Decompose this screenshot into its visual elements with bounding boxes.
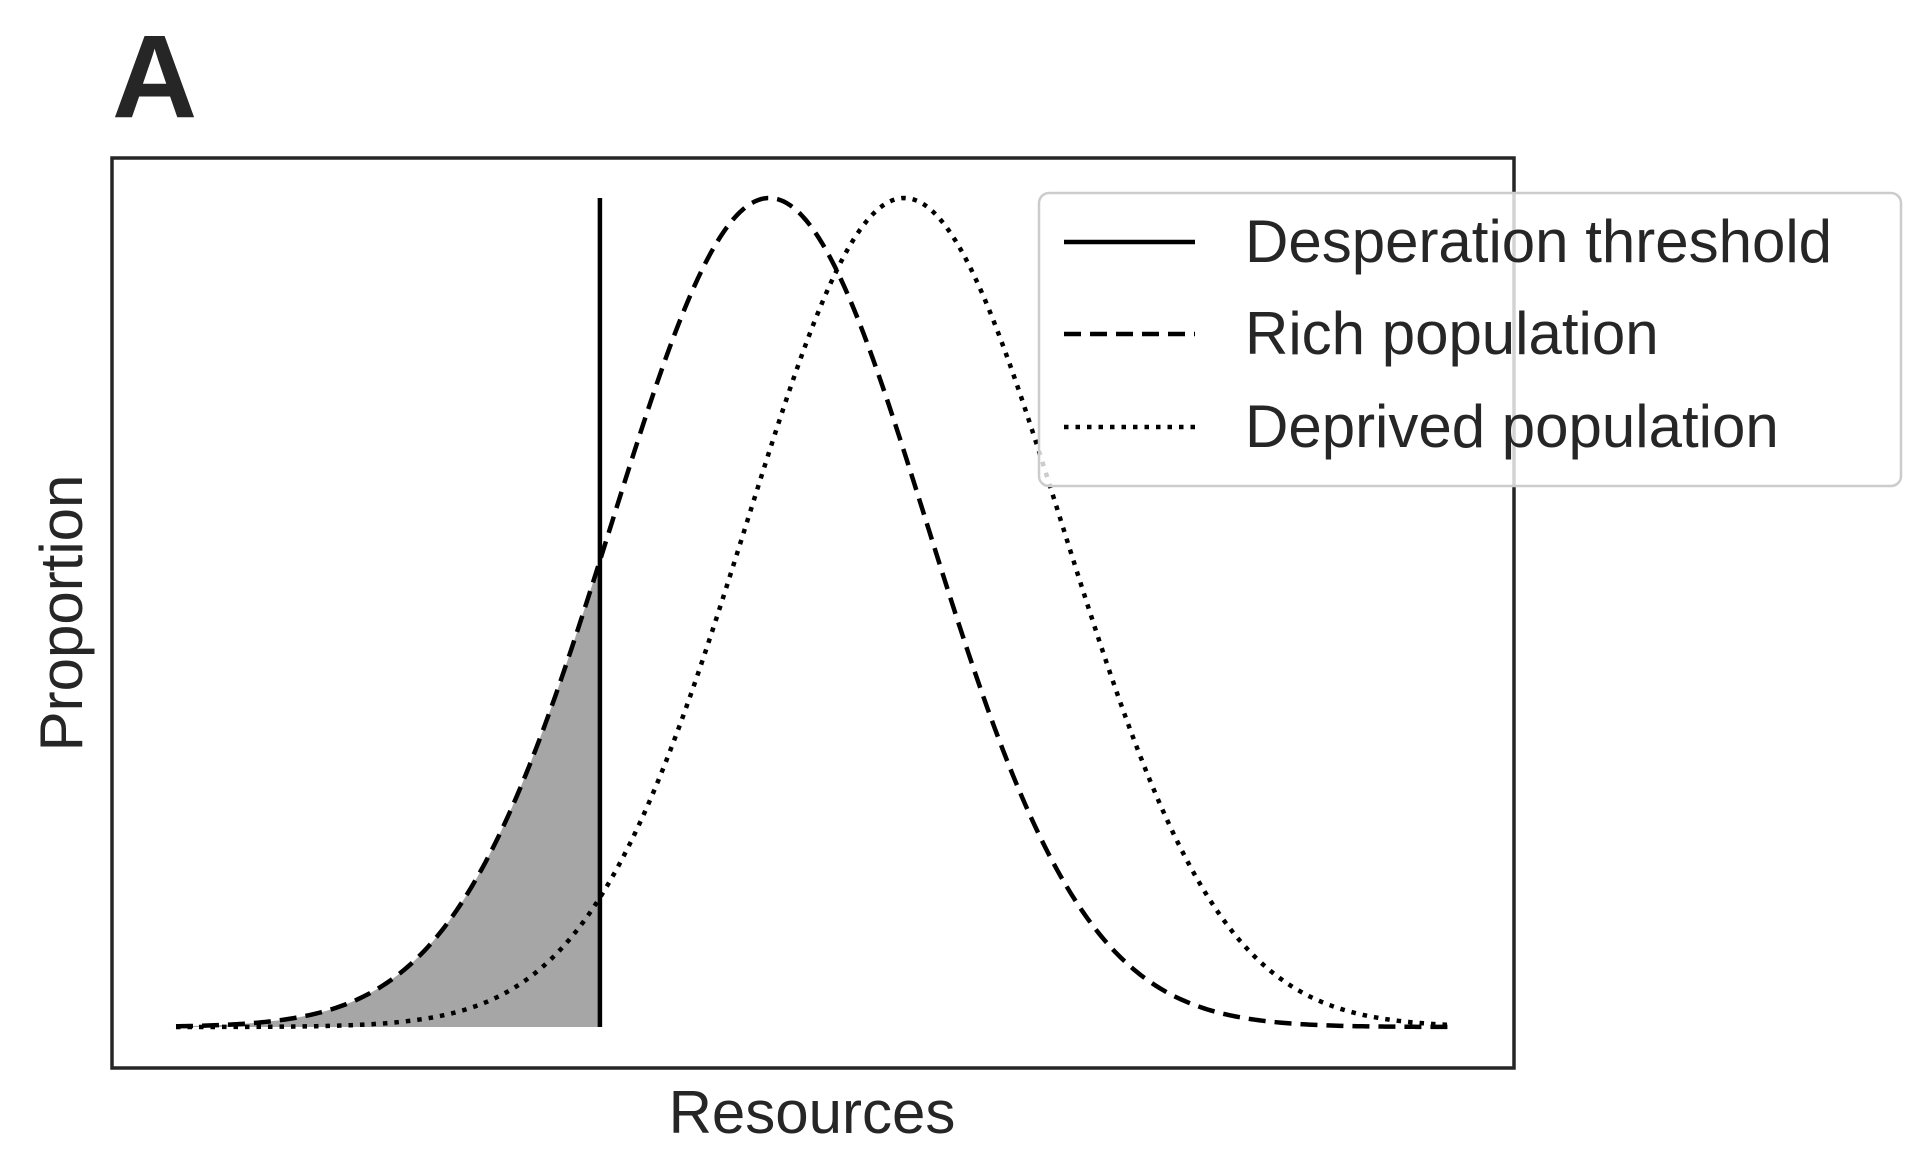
plot-area: [110, 156, 1516, 1070]
legend-label-threshold: Desperation threshold: [1245, 208, 1832, 275]
legend-box: [1037, 191, 1903, 488]
x-axis-label: Resources: [669, 1079, 956, 1146]
panel-label: A: [112, 11, 197, 143]
series-line-rich-population: [175, 195, 1449, 1030]
shaded-area-below-threshold: [176, 560, 600, 1027]
legend: Desperation threshold Rich population De…: [1037, 191, 1903, 488]
legend-label-deprived-population: Deprived population: [1245, 393, 1779, 460]
legend-label-rich-population: Rich population: [1245, 300, 1659, 367]
y-axis-label: Proportion: [28, 475, 95, 752]
plot-frame: [110, 156, 1516, 1070]
